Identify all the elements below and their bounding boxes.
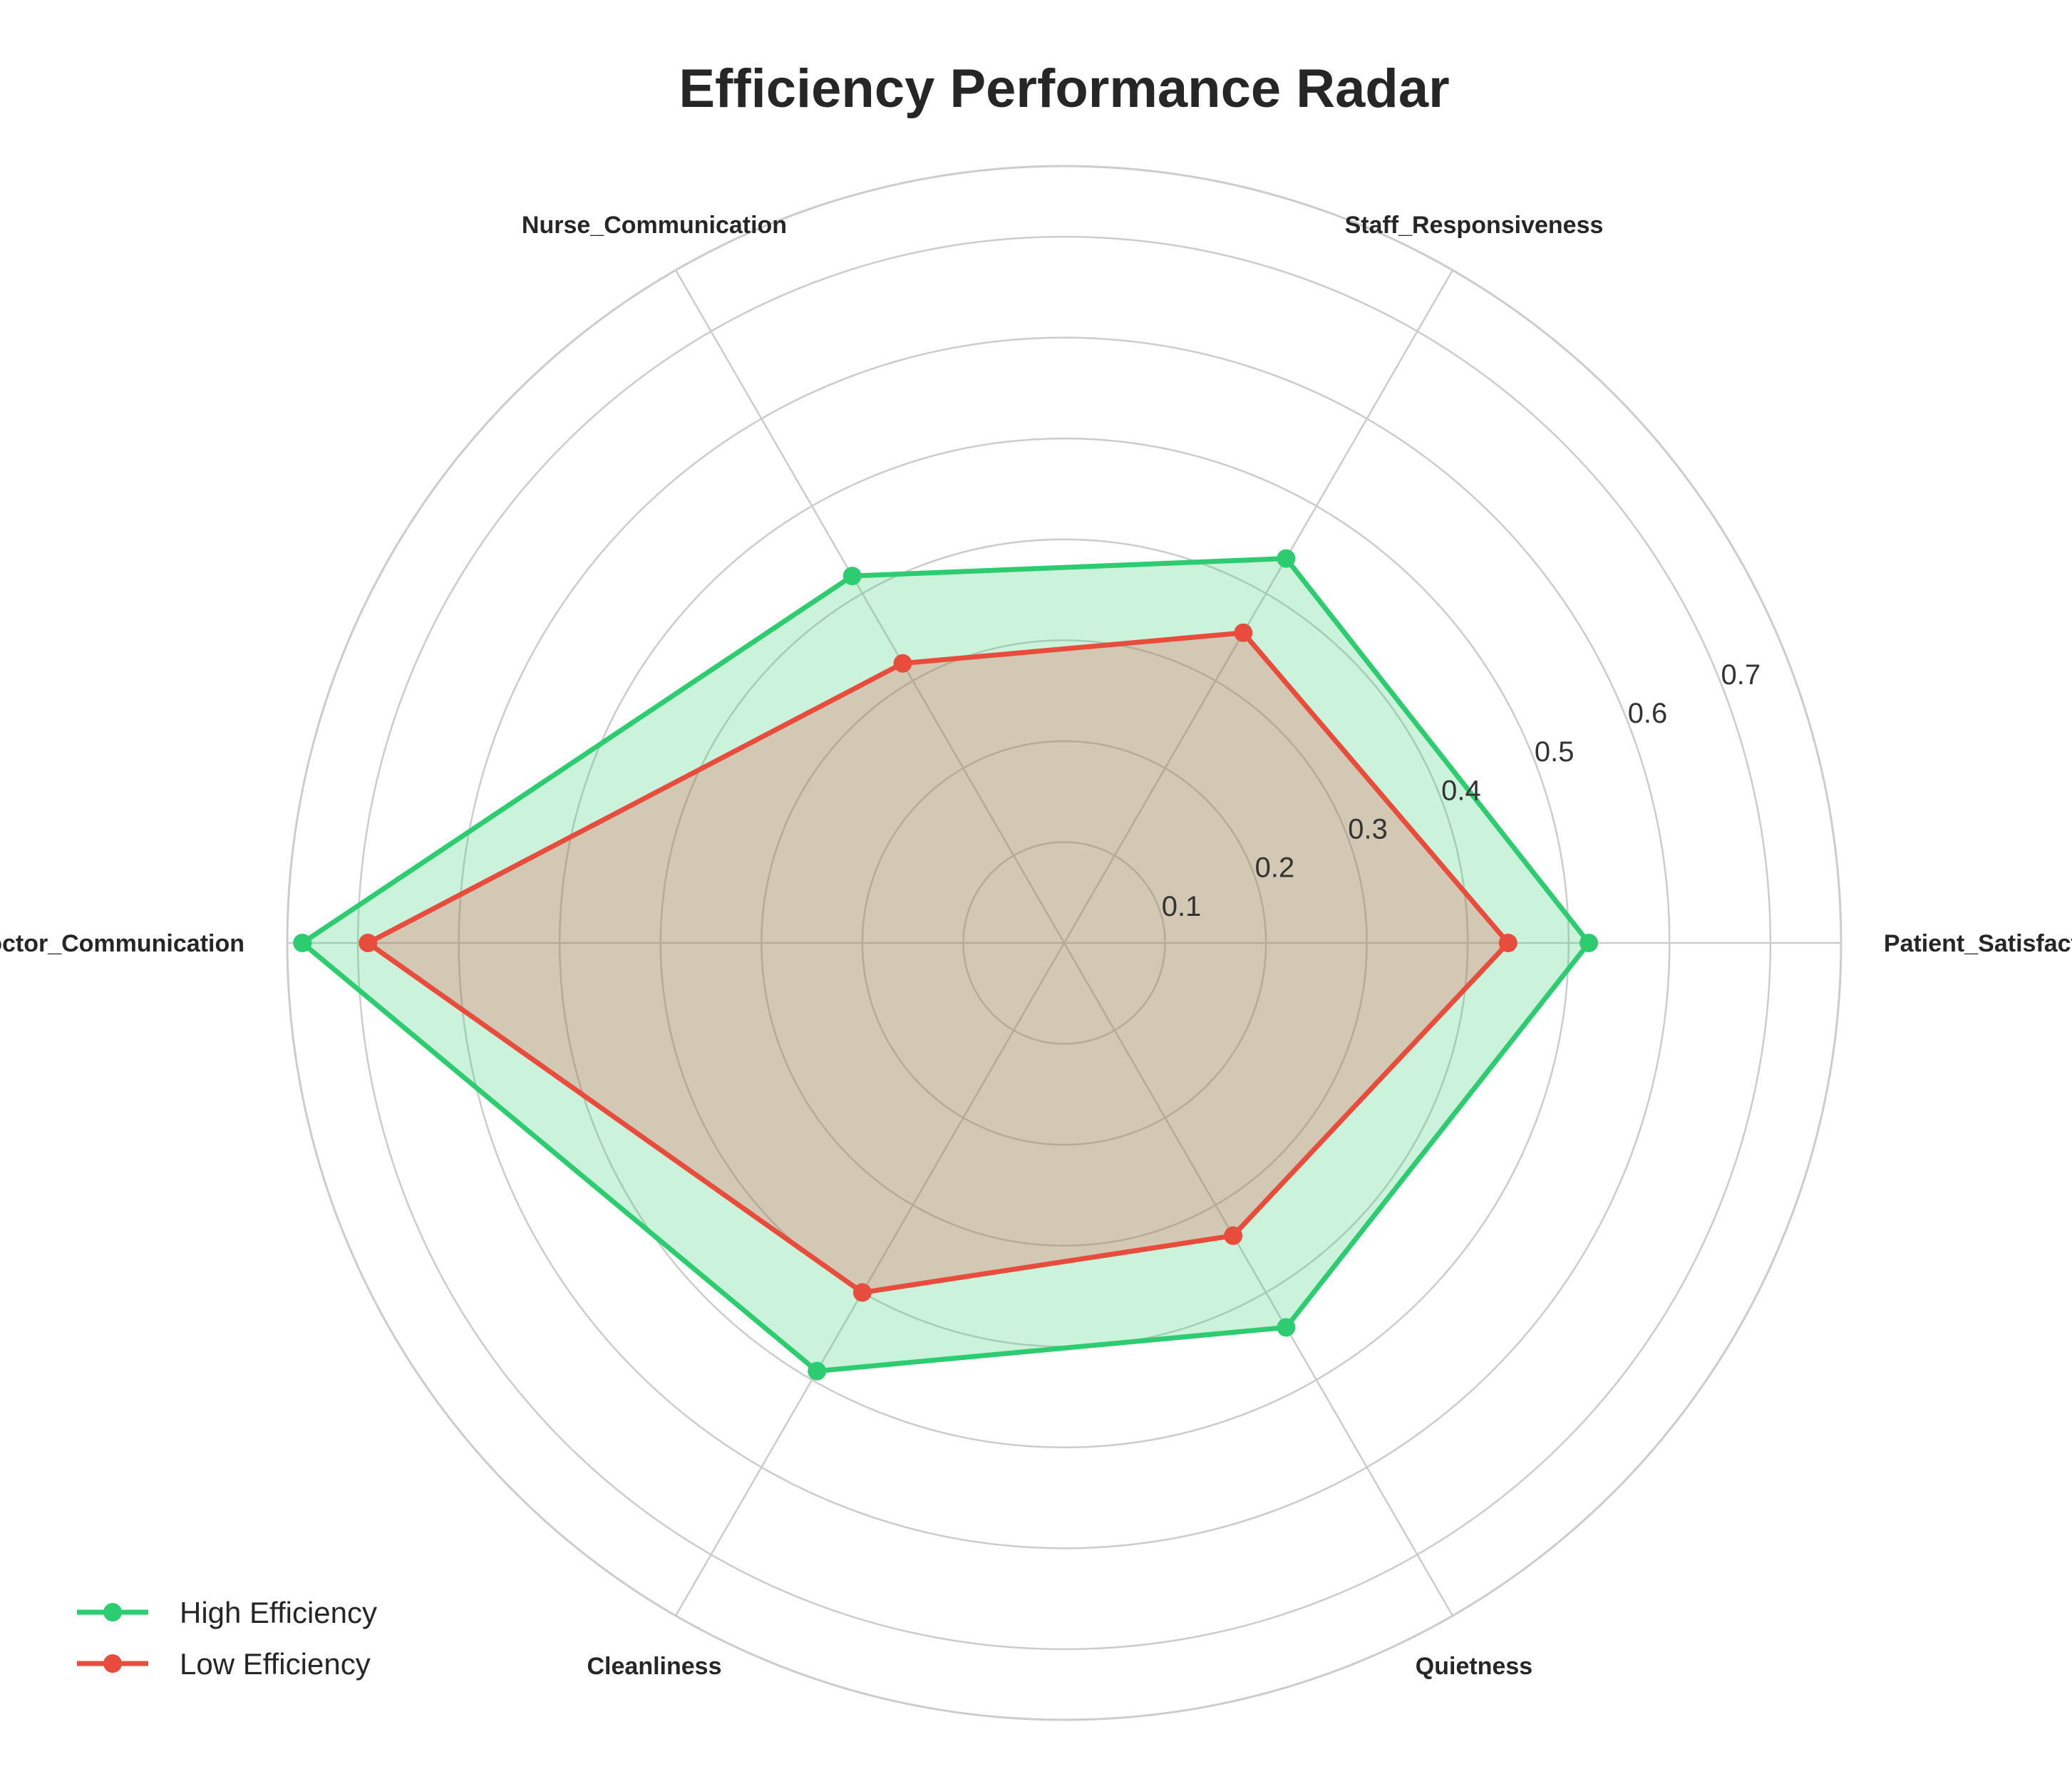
data-point-low-efficiency-Cleanliness	[852, 1283, 872, 1302]
data-point-low-efficiency-Nurse_Communication	[893, 654, 912, 673]
series-low-efficiency	[359, 623, 1517, 1302]
data-point-high-efficiency-Cleanliness	[808, 1361, 827, 1381]
series-area-low-efficiency	[368, 632, 1508, 1293]
tick-label-0.2: 0.2	[1255, 852, 1295, 884]
category-label-Staff_Responsiveness: Staff_Responsiveness	[1345, 212, 1604, 239]
chart-title: Efficiency Performance Radar	[679, 58, 1449, 119]
legend-marker-low	[103, 1654, 122, 1673]
category-labels: Patient_Satisfaction Staff_Responsiveness…	[0, 212, 2072, 1680]
spoke-Cleanliness	[674, 942, 1066, 1616]
tick-label-0.6: 0.6	[1628, 698, 1668, 729]
legend-item-low: Low Efficiency	[77, 1647, 371, 1681]
data-point-low-efficiency-Quietness	[1224, 1226, 1243, 1245]
category-label-Patient_Satisfaction: Patient_Satisfaction	[1884, 930, 2072, 957]
legend-marker-high	[103, 1603, 122, 1621]
spoke-Nurse_Communication	[674, 269, 1066, 944]
data-point-low-efficiency-Patient_Satisfaction	[1498, 934, 1517, 952]
data-point-high-efficiency-Doctor_Communication	[293, 934, 312, 952]
legend-label-low: Low Efficiency	[180, 1647, 371, 1681]
tick-label-0.1: 0.1	[1162, 891, 1202, 922]
data-point-high-efficiency-Nurse_Communication	[842, 567, 862, 586]
category-label-Cleanliness: Cleanliness	[587, 1653, 722, 1680]
category-label-Nurse_Communication: Nurse_Communication	[522, 212, 787, 239]
data-point-low-efficiency-Doctor_Communication	[359, 934, 378, 952]
radial-tick-labels: 0.1 0.2 0.3 0.4 0.5 0.6 0.7	[1162, 659, 1761, 922]
data-point-high-efficiency-Patient_Satisfaction	[1579, 934, 1599, 952]
legend-item-high: High Efficiency	[77, 1596, 377, 1629]
data-point-high-efficiency-Quietness	[1277, 1318, 1296, 1337]
category-label-Quietness: Quietness	[1416, 1653, 1532, 1680]
category-label-Doctor_Communication: Doctor_Communication	[0, 930, 244, 957]
legend: High Efficiency Low Efficiency	[77, 1596, 377, 1681]
data-point-high-efficiency-Staff_Responsiveness	[1277, 549, 1296, 568]
legend-label-high: High Efficiency	[180, 1596, 377, 1629]
tick-label-0.4: 0.4	[1441, 775, 1481, 806]
tick-label-0.5: 0.5	[1535, 736, 1574, 768]
spoke-Quietness	[1063, 942, 1454, 1616]
series-high-efficiency	[293, 549, 1599, 1381]
spoke-Staff_Responsiveness	[1063, 269, 1454, 944]
series-area-high-efficiency	[302, 558, 1589, 1371]
tick-label-0.3: 0.3	[1348, 814, 1388, 845]
tick-label-0.7: 0.7	[1721, 659, 1761, 691]
radar-series	[293, 549, 1599, 1381]
data-point-low-efficiency-Staff_Responsiveness	[1234, 623, 1253, 642]
